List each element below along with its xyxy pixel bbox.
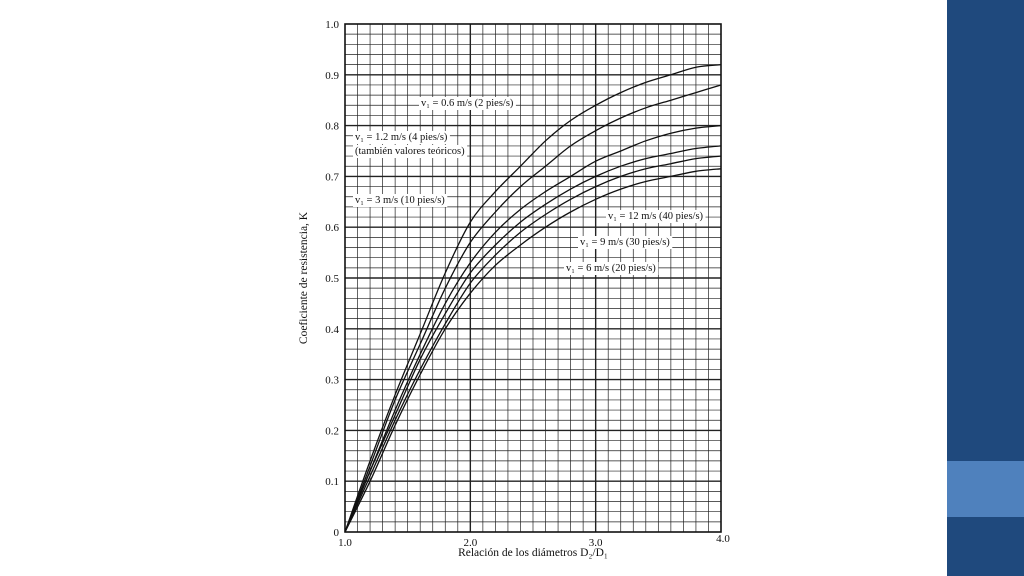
y-tick-label: 0.7 (325, 171, 339, 183)
annotation-background (564, 262, 659, 275)
annotation-v-3: v₁ = 3 m/s (10 pies/s) (355, 195, 445, 206)
annotation-background (606, 210, 706, 223)
annotation-background (353, 194, 448, 207)
y-tick-label: 0.5 (325, 273, 339, 285)
side-accent-block (947, 461, 1024, 517)
annotation-v-0.6: v₁ = 0.6 m/s (2 pies/s) (421, 98, 514, 109)
annotation-background (419, 97, 516, 110)
x-axis-label: Relación de los diámetros D₂/D₁ (458, 547, 608, 559)
annotation-v-6: v₁ = 6 m/s (20 pies/s) (566, 263, 656, 274)
series-line-3 (344, 124, 722, 533)
y-tick-label: 0.2 (325, 425, 339, 437)
series-lines (344, 63, 722, 533)
series-line-2 (344, 84, 722, 533)
y-tick-label: 0.4 (325, 324, 339, 336)
x-tick-label: 4.0 (716, 533, 730, 545)
x-tick-label: 2.0 (463, 537, 477, 549)
y-tick-label: 0.9 (325, 70, 339, 82)
annotation-v-9: v₁ = 9 m/s (30 pies/s) (580, 237, 670, 248)
series-line-4 (344, 145, 722, 533)
series-line-5 (344, 155, 722, 533)
y-tick-label: 0.1 (325, 476, 339, 488)
annotation-teoricos: (también valores teóricos) (355, 146, 465, 157)
x-tick-label: 3.0 (589, 537, 603, 549)
tick-labels: 0 0.1 0.2 0.3 0.4 0.5 0.6 0.7 0.8 0.9 1.0 1.0 2.0 3.0… (325, 19, 730, 549)
series-line-1 (344, 63, 722, 533)
plot-frame (344, 23, 722, 533)
y-axis-label: Coeficiente de resistencia, K (298, 211, 310, 344)
y-tick-label: 0.6 (325, 222, 339, 234)
x-tick-label: 1.0 (338, 537, 352, 549)
y-tick-label: 0.3 (325, 375, 339, 387)
y-tick-label: 1.0 (325, 19, 339, 31)
annotation-v-1.2: v₁ = 1.2 m/s (4 pies/s) (355, 132, 448, 143)
annotations: v₁ = 0.6 m/s (2 pies/s) v₁ = 1.2 m/s (4 … (353, 97, 706, 275)
y-tick-label: 0 (334, 527, 340, 539)
grid (345, 24, 721, 532)
y-tick-label: 0.8 (325, 121, 339, 133)
annotation-v-12: v₁ = 12 m/s (40 pies/s) (608, 211, 704, 222)
annotation-background (353, 131, 450, 144)
annotation-background (353, 145, 468, 158)
series-line-6 (344, 168, 722, 533)
annotation-background (578, 236, 673, 249)
